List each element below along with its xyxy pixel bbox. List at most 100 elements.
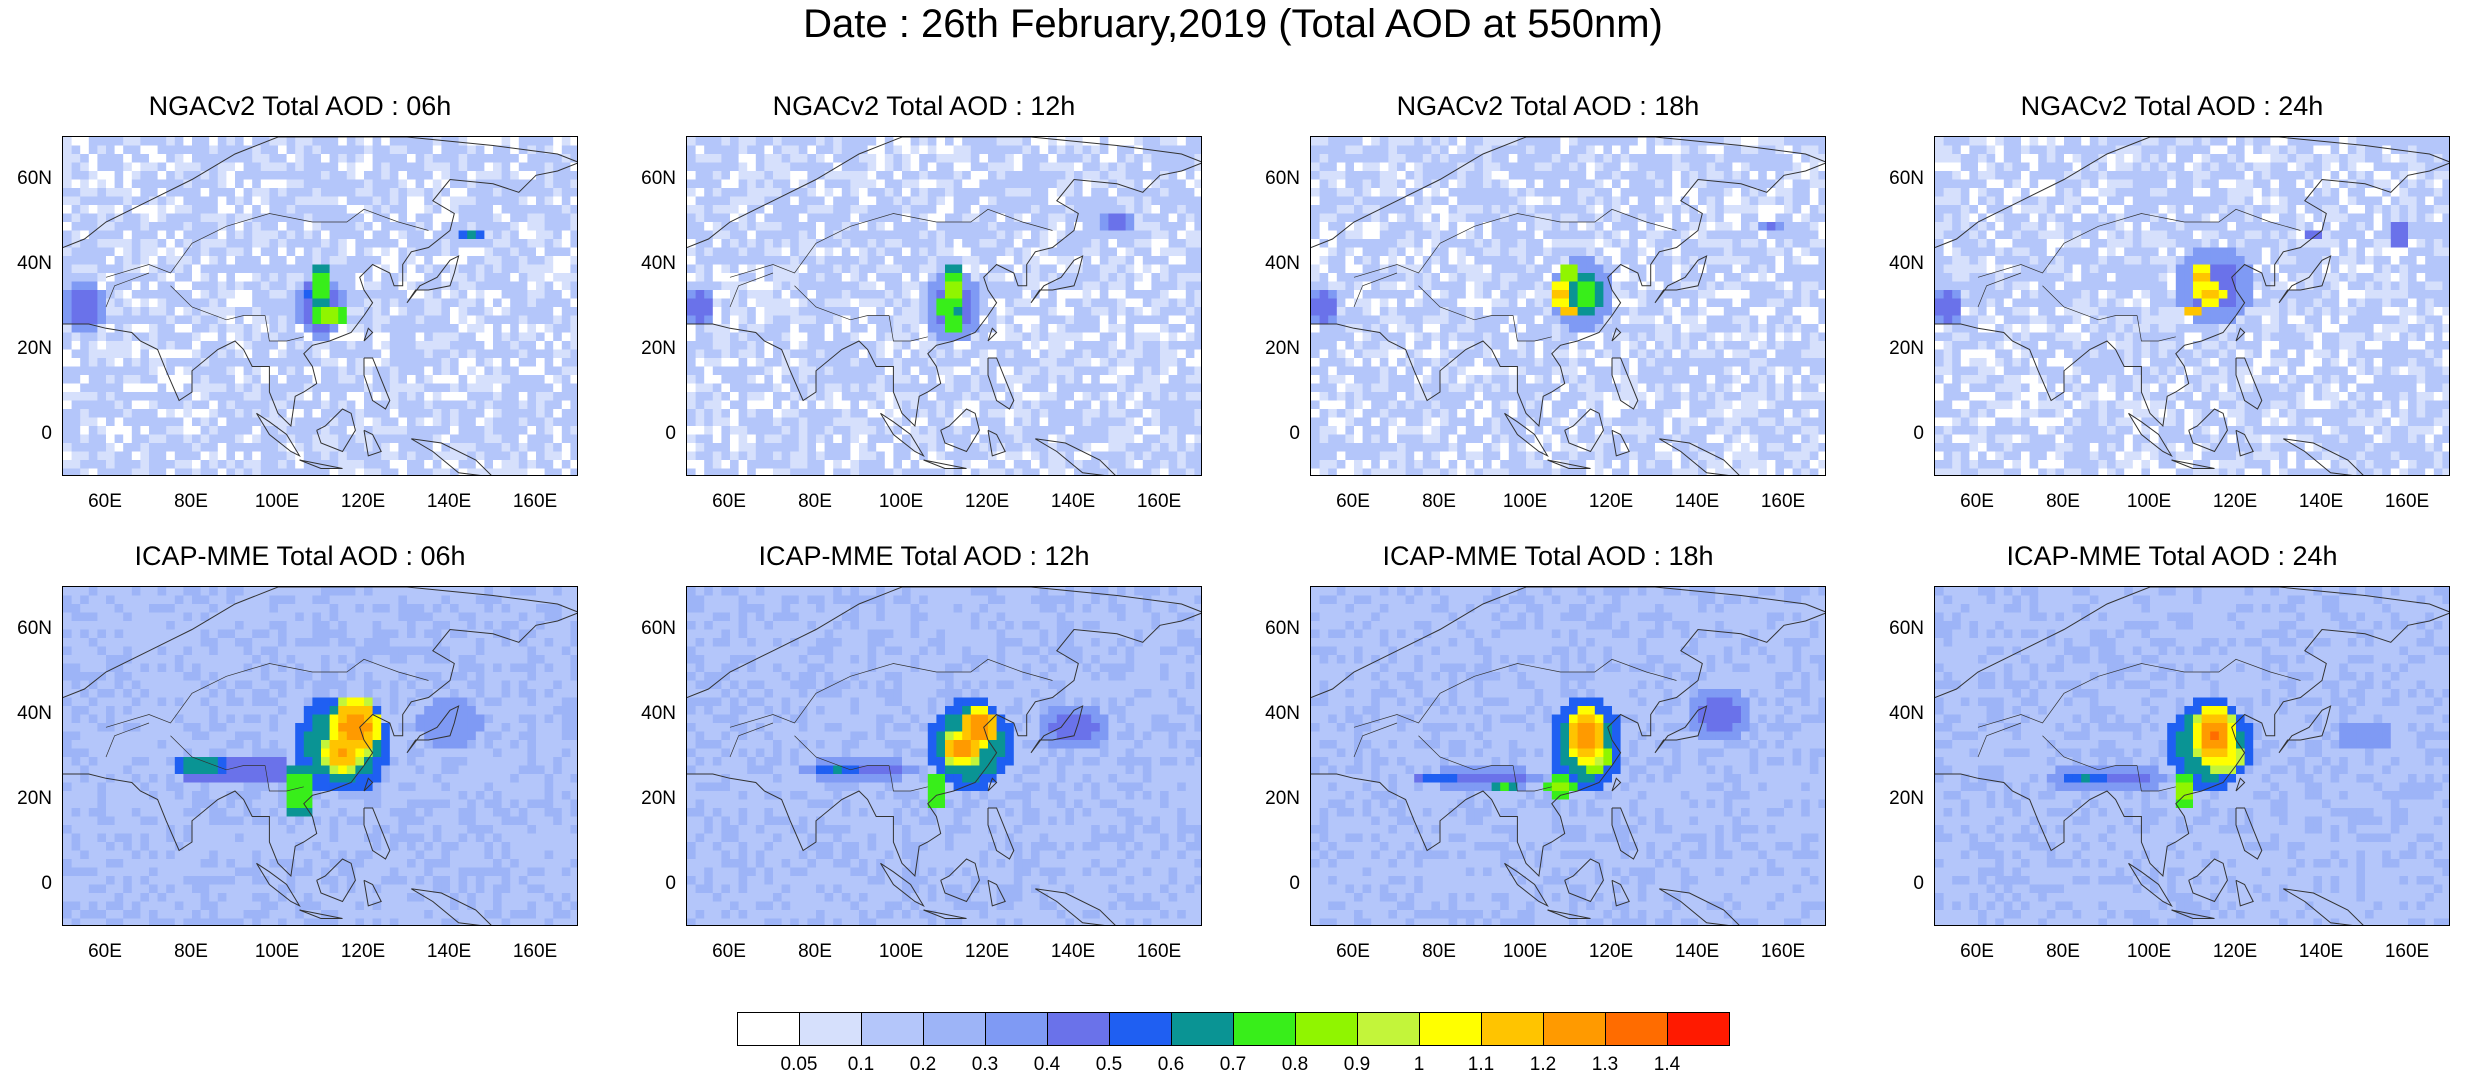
aod-grid-cell [919, 290, 928, 299]
aod-grid-cell [235, 231, 244, 240]
aod-grid-cell [1074, 146, 1083, 155]
aod-grid-cell [902, 290, 911, 299]
aod-grid-cell [390, 171, 399, 180]
aod-grid-cell [562, 367, 571, 376]
aod-grid-cell [919, 180, 928, 189]
aod-grid-cell [493, 435, 502, 444]
aod-grid-cell [106, 341, 115, 350]
aod-grid-cell [825, 418, 834, 427]
aod-grid-cell [807, 188, 816, 197]
aod-grid-cell [398, 214, 407, 223]
aod-grid-cell [971, 231, 980, 240]
aod-grid-cell [295, 324, 304, 333]
aod-grid-cell [1083, 409, 1092, 418]
aod-grid-cell [441, 299, 450, 308]
aod-grid-cell [373, 273, 382, 282]
aod-grid-cell [338, 273, 347, 282]
aod-grid-cell [1108, 222, 1117, 231]
aod-grid-cell [244, 426, 253, 435]
aod-grid-cell [570, 341, 578, 350]
aod-grid-cell [252, 282, 261, 291]
aod-grid-cell [433, 384, 442, 393]
aod-grid-cell [493, 307, 502, 316]
aod-grid-cell [1380, 154, 1389, 163]
aod-grid-cell [175, 409, 184, 418]
aod-grid-cell [739, 426, 748, 435]
aod-grid-cell [747, 256, 756, 265]
aod-grid-cell [842, 290, 851, 299]
aod-grid-cell [553, 341, 562, 350]
aod-grid-cell [398, 163, 407, 172]
aod-grid-cell [1057, 384, 1066, 393]
aod-grid-cell [80, 392, 89, 401]
aod-grid-cell [527, 137, 536, 146]
aod-grid-cell [459, 341, 468, 350]
aod-grid-cell [1057, 256, 1066, 265]
aod-grid-cell [1160, 392, 1169, 401]
aod-grid-cell [467, 265, 476, 274]
aod-grid-cell [562, 350, 571, 359]
aod-grid-cell [747, 154, 756, 163]
aod-grid-cell [833, 392, 842, 401]
aod-grid-cell [1134, 324, 1143, 333]
aod-grid-cell [278, 205, 287, 214]
aod-grid-cell [390, 256, 399, 265]
aod-grid-cell [467, 282, 476, 291]
aod-grid-cell [1177, 307, 1186, 316]
aod-grid-cell [919, 426, 928, 435]
aod-grid-cell [407, 333, 416, 342]
aod-grid-cell [713, 409, 722, 418]
aod-grid-cell [971, 205, 980, 214]
aod-grid-cell [1186, 341, 1195, 350]
aod-grid-cell [545, 367, 554, 376]
aod-grid-cell [115, 239, 124, 248]
aod-grid-cell [1143, 222, 1152, 231]
aod-grid-cell [166, 180, 175, 189]
aod-grid-cell [859, 367, 868, 376]
aod-grid-cell [158, 307, 167, 316]
aod-grid-cell [89, 171, 98, 180]
aod-grid-cell [997, 273, 1006, 282]
aod-grid-cell [226, 350, 235, 359]
aod-grid-cell [278, 350, 287, 359]
aod-grid-cell [467, 435, 476, 444]
aod-grid-cell [1818, 137, 1826, 146]
aod-grid-cell [1328, 137, 1337, 146]
aod-grid-cell [106, 367, 115, 376]
aod-grid-cell [476, 367, 485, 376]
aod-grid-cell [721, 367, 730, 376]
aod-grid-cell [278, 188, 287, 197]
aod-grid-cell [355, 180, 364, 189]
aod-grid-cell [459, 316, 468, 325]
aod-grid-cell [1108, 299, 1117, 308]
aod-grid-cell [859, 401, 868, 410]
aod-grid-cell [226, 180, 235, 189]
aod-grid-cell [696, 163, 705, 172]
aod-grid-cell [962, 367, 971, 376]
aod-grid-cell [519, 435, 528, 444]
aod-grid-cell [954, 197, 963, 206]
aod-grid-cell [1100, 324, 1109, 333]
aod-grid-cell [80, 350, 89, 359]
aod-grid-cell [330, 307, 339, 316]
aod-grid-cell [278, 401, 287, 410]
aod-grid-cell [928, 307, 937, 316]
aod-grid-cell [713, 273, 722, 282]
aod-grid-cell [132, 341, 141, 350]
aod-grid-cell [1057, 180, 1066, 189]
aod-grid-cell [218, 197, 227, 206]
aod-grid-cell [226, 222, 235, 231]
aod-grid-cell [72, 341, 81, 350]
aod-grid-cell [739, 222, 748, 231]
aod-grid-cell [192, 180, 201, 189]
aod-grid-cell [954, 418, 963, 427]
aod-grid-cell [433, 409, 442, 418]
aod-grid-cell [459, 214, 468, 223]
aod-grid-cell [1083, 282, 1092, 291]
aod-grid-cell [764, 426, 773, 435]
aod-grid-cell [1048, 231, 1057, 240]
aod-grid-cell [902, 358, 911, 367]
aod-grid-cell [919, 188, 928, 197]
aod-grid-cell [850, 222, 859, 231]
aod-grid-cell [704, 205, 713, 214]
